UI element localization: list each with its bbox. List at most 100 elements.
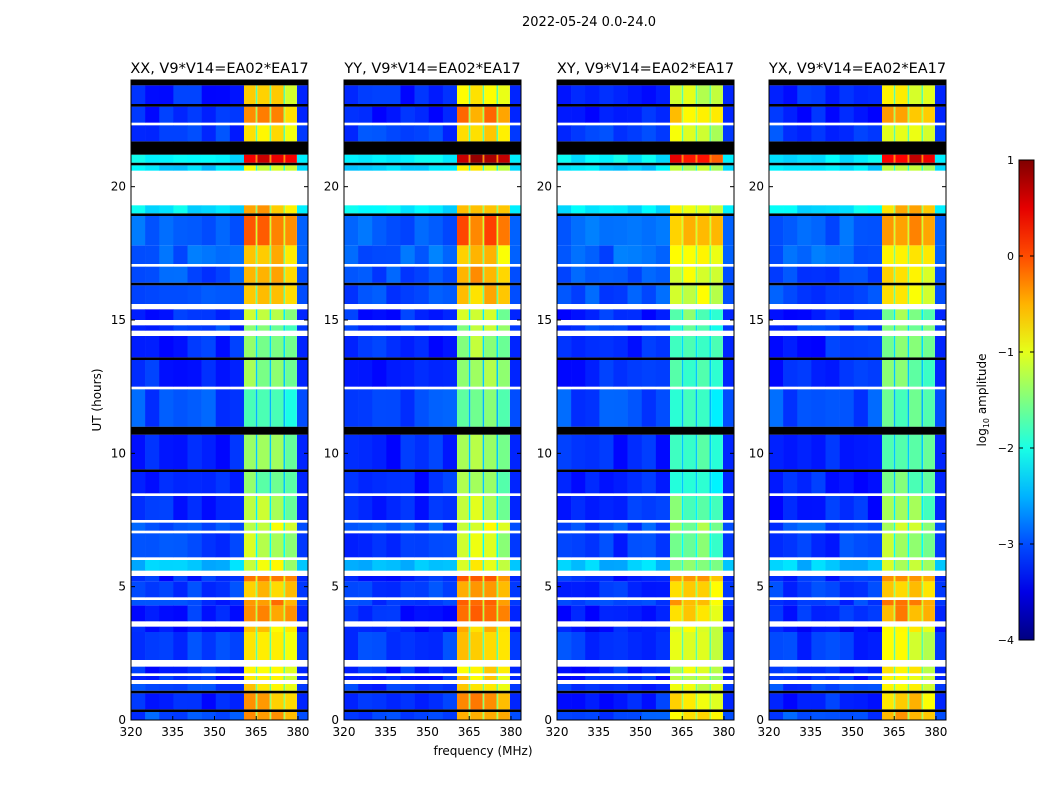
heatmap-cell <box>895 712 908 720</box>
heatmap-cell <box>187 389 202 427</box>
heatmap-cell <box>893 216 896 246</box>
heatmap-cell <box>498 165 510 171</box>
heatmap-cell <box>709 560 712 571</box>
heatmap-cell <box>470 205 483 214</box>
heatmap-cell <box>145 336 160 358</box>
heatmap-cell <box>669 560 682 571</box>
heatmap-cell <box>283 684 286 691</box>
heatmap-cell <box>709 605 712 622</box>
heatmap-cell <box>442 389 458 427</box>
heatmap-cell <box>613 576 628 582</box>
heatmap-cell <box>722 666 734 674</box>
heatmap-cell <box>825 360 840 387</box>
heatmap-cell <box>711 581 723 598</box>
heatmap-cell <box>867 245 883 264</box>
heatmap-cell <box>613 106 628 123</box>
heatmap-cell <box>797 165 812 171</box>
heatmap-cell <box>509 522 521 531</box>
heatmap-cell <box>711 560 723 571</box>
heatmap-cell <box>283 85 286 104</box>
heatmap-cell <box>811 336 826 358</box>
heatmap-cell <box>496 560 499 571</box>
heatmap-cell <box>400 472 415 494</box>
heatmap-cell <box>613 581 628 598</box>
heatmap-cell <box>283 309 286 320</box>
heatmap-cell <box>173 325 188 331</box>
heatmap-cell <box>571 309 586 320</box>
heatmap-cell <box>681 560 684 571</box>
heatmap-cell <box>442 165 458 171</box>
heatmap-cell <box>159 472 174 494</box>
heatmap-cell <box>599 666 614 674</box>
heatmap-cell <box>358 632 373 660</box>
heatmap-cell <box>571 533 586 558</box>
heatmap-cell <box>496 125 499 142</box>
heatmap-cell <box>909 216 922 246</box>
heatmap-cell <box>627 522 643 531</box>
heatmap-cell <box>159 496 174 520</box>
heatmap-cell <box>269 560 272 571</box>
heatmap-cell <box>839 560 855 571</box>
heatmap-cell <box>201 693 217 710</box>
heatmap-cell <box>907 309 910 320</box>
heatmap-cell <box>825 712 840 720</box>
heatmap-cell <box>695 676 698 680</box>
heatmap-cell <box>386 216 401 246</box>
heatmap-cell <box>825 581 840 598</box>
y-tick-label: 20 <box>111 180 126 194</box>
heatmap-cell <box>669 309 682 320</box>
heatmap-cell <box>681 389 684 427</box>
heatmap-cell <box>296 533 308 558</box>
heatmap-cell <box>243 336 256 358</box>
heatmap-cell <box>484 533 497 558</box>
heatmap-cell <box>386 325 401 331</box>
heatmap-cell <box>243 389 256 427</box>
heatmap-cell <box>811 581 826 598</box>
heatmap-cell <box>509 605 521 622</box>
heatmap-cell <box>201 309 217 320</box>
heatmap-cell <box>599 154 614 163</box>
heatmap-cell <box>825 472 840 494</box>
heatmap-cell <box>484 85 497 104</box>
heatmap-cell <box>709 165 712 171</box>
heatmap-cell <box>372 693 387 710</box>
heatmap-cell <box>173 576 188 582</box>
heatmap-cell <box>923 626 935 632</box>
heatmap-cell <box>470 389 483 427</box>
heatmap-cell <box>257 712 270 720</box>
x-tick-label: 350 <box>416 725 439 739</box>
heatmap-cell <box>783 85 798 104</box>
heatmap-cell <box>557 360 572 387</box>
heatmap-cell <box>853 154 869 163</box>
figure-title: 2022-05-24 0.0-24.0 <box>522 15 656 30</box>
heatmap-cell <box>257 285 270 304</box>
heatmap-cell <box>269 666 272 674</box>
heatmap-cell <box>909 666 922 674</box>
heatmap-cell <box>271 533 284 558</box>
heatmap-cell <box>173 712 188 720</box>
heatmap-cell <box>482 125 485 142</box>
heatmap-cell <box>839 533 855 558</box>
heatmap-cell <box>909 522 922 531</box>
heatmap-cell <box>722 125 734 142</box>
heatmap-cell <box>839 605 855 622</box>
heatmap-cell <box>695 472 698 494</box>
heatmap-cell <box>255 560 258 571</box>
heatmap-cell <box>484 360 497 387</box>
heatmap-cell <box>867 85 883 104</box>
heatmap-cell <box>599 632 614 660</box>
heatmap-cell <box>893 434 896 470</box>
heatmap-cell <box>344 434 359 470</box>
heatmap-cell <box>283 666 286 674</box>
heatmap-cell <box>484 472 497 494</box>
heatmap-cell <box>509 154 521 163</box>
heatmap-cell <box>769 533 784 558</box>
heatmap-cell <box>482 216 485 246</box>
heatmap-cell <box>187 336 202 358</box>
heatmap-cell <box>271 205 284 214</box>
heatmap-cell <box>131 560 146 571</box>
heatmap-cell <box>722 712 734 720</box>
heatmap-cell <box>344 125 359 142</box>
heatmap-cell <box>442 684 458 691</box>
heatmap-cell <box>470 496 483 520</box>
